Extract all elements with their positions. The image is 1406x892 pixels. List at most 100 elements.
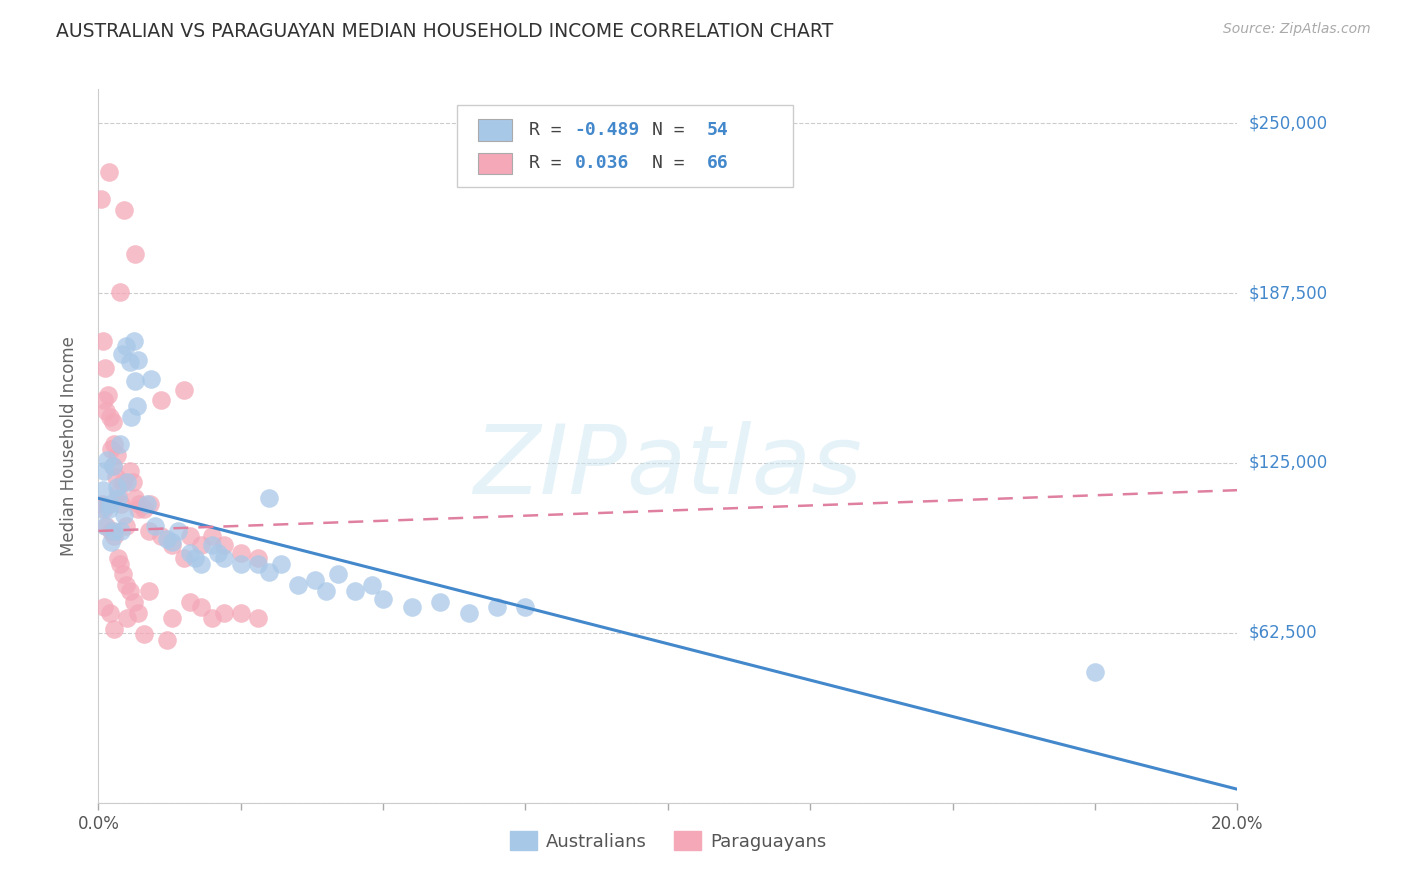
Text: R =: R = — [529, 121, 572, 139]
Point — [190, 557, 212, 571]
Point — [90, 497, 112, 511]
Point — [304, 573, 326, 587]
Point — [132, 627, 155, 641]
Point — [128, 497, 150, 511]
Point — [115, 475, 138, 489]
Point — [173, 551, 195, 566]
Point — [429, 594, 451, 608]
Point — [103, 622, 125, 636]
Point — [120, 409, 142, 424]
Point — [114, 578, 136, 592]
Text: Source: ZipAtlas.com: Source: ZipAtlas.com — [1223, 22, 1371, 37]
Point — [96, 388, 118, 402]
Point — [100, 524, 122, 538]
Point — [138, 524, 160, 538]
Point — [190, 537, 212, 551]
Point — [515, 600, 537, 615]
Point — [179, 594, 201, 608]
Point — [371, 591, 394, 606]
Point — [201, 529, 224, 543]
Point — [190, 600, 212, 615]
Point — [103, 458, 125, 473]
Point — [94, 518, 117, 533]
Text: ZIPatlas: ZIPatlas — [474, 421, 862, 514]
Point — [201, 537, 224, 551]
Text: $125,000: $125,000 — [1249, 454, 1327, 472]
Point — [97, 502, 120, 516]
Point — [110, 497, 132, 511]
Point — [162, 611, 184, 625]
Point — [114, 518, 136, 533]
FancyBboxPatch shape — [457, 105, 793, 187]
Point — [104, 469, 127, 483]
Point — [107, 551, 129, 566]
Point — [101, 458, 124, 473]
Point — [103, 529, 125, 543]
Point — [90, 502, 112, 516]
Point — [179, 546, 201, 560]
Point — [360, 578, 382, 592]
Point — [114, 339, 136, 353]
Point — [112, 567, 135, 582]
Point — [124, 246, 146, 260]
Point — [103, 437, 125, 451]
Point — [132, 502, 155, 516]
Point — [259, 565, 281, 579]
Point — [150, 529, 173, 543]
Point — [103, 524, 125, 538]
Point — [287, 578, 309, 592]
Point — [98, 497, 121, 511]
Text: 0.036: 0.036 — [575, 154, 628, 172]
Point — [486, 600, 509, 615]
Point — [127, 606, 149, 620]
Point — [98, 606, 121, 620]
Point — [105, 448, 128, 462]
Point — [457, 606, 479, 620]
Point — [326, 567, 349, 582]
Point — [107, 491, 129, 506]
Point — [259, 491, 281, 506]
Point — [96, 518, 118, 533]
Text: R =: R = — [529, 154, 583, 172]
Point — [207, 546, 229, 560]
Point — [401, 600, 423, 615]
Point — [124, 375, 146, 389]
Point — [118, 464, 141, 478]
Point — [127, 352, 149, 367]
Point — [107, 486, 129, 500]
Point — [100, 442, 122, 457]
Point — [122, 334, 145, 348]
Point — [162, 537, 184, 551]
Point — [118, 583, 141, 598]
Point — [212, 551, 235, 566]
Point — [110, 524, 132, 538]
Text: $187,500: $187,500 — [1249, 284, 1327, 302]
Point — [118, 355, 141, 369]
Point — [124, 491, 146, 506]
Point — [156, 632, 179, 647]
Point — [105, 480, 128, 494]
Point — [139, 372, 162, 386]
Point — [135, 497, 157, 511]
Point — [112, 203, 135, 218]
Point — [108, 285, 131, 299]
Point — [201, 611, 224, 625]
Point — [162, 534, 184, 549]
Text: N =: N = — [652, 154, 696, 172]
Point — [246, 551, 269, 566]
Point — [229, 557, 252, 571]
Point — [97, 165, 120, 179]
Point — [111, 347, 134, 361]
Point — [343, 583, 366, 598]
Point — [145, 518, 167, 533]
Point — [229, 606, 252, 620]
Point — [156, 532, 179, 546]
Point — [138, 583, 160, 598]
Point — [91, 483, 114, 498]
Point — [150, 393, 173, 408]
Point — [229, 546, 252, 560]
Point — [91, 334, 114, 348]
Point — [90, 192, 112, 206]
Point — [96, 404, 118, 418]
Point — [138, 497, 160, 511]
